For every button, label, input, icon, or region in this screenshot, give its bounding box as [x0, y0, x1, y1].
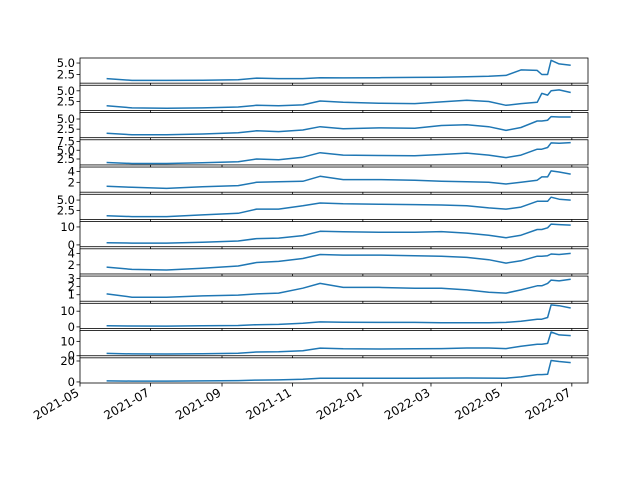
- panel-frame: [79, 357, 589, 384]
- panel-background: [80, 194, 588, 220]
- panel-8: 24: [68, 246, 589, 278]
- y-tick-label: 20: [60, 354, 75, 368]
- panel-10: 010: [60, 302, 589, 334]
- panel-2: 2.55.0: [57, 84, 589, 114]
- y-tick-label: 2.5: [57, 122, 75, 136]
- panel-7: 010: [60, 220, 589, 252]
- y-tick-label: 1: [68, 288, 75, 302]
- y-tick-label: 2: [68, 175, 75, 189]
- panel-5: 24: [68, 164, 589, 196]
- panel-12: 0 20: [60, 354, 589, 389]
- y-tick-label: 5.0: [57, 143, 75, 157]
- y-tick-label: 10: [60, 304, 75, 318]
- panel-background: [80, 357, 588, 383]
- panel-frame: [79, 84, 589, 111]
- y-tick-label: 3: [68, 272, 75, 286]
- y-tick-label: 5.0: [57, 56, 75, 70]
- y-tick-label: 0: [68, 375, 75, 389]
- y-tick-label: 4: [68, 246, 75, 260]
- y-tick-label: 10: [60, 220, 75, 234]
- series-line: [106, 304, 571, 327]
- panel-frame: [79, 248, 589, 275]
- series-line: [106, 331, 571, 355]
- panel-frame: [79, 193, 589, 220]
- series-line: [106, 89, 571, 110]
- series-line: [106, 196, 571, 218]
- panel-frame: [79, 112, 589, 139]
- panel-background: [80, 85, 588, 111]
- y-tick-label: 4: [68, 164, 75, 178]
- series-line: [106, 278, 571, 298]
- panel-4: 2.55.07.5: [57, 135, 589, 169]
- series-line: [106, 115, 571, 136]
- panel-1: 2.55.0: [57, 56, 589, 87]
- panel-frame: [79, 57, 589, 84]
- y-tick-label: 7.5: [57, 135, 75, 149]
- series-line: [106, 141, 571, 165]
- panel-background: [80, 330, 588, 356]
- y-tick-label: 2.5: [57, 203, 75, 217]
- y-tick-label: 2.5: [57, 67, 75, 81]
- y-tick-label: 2: [68, 258, 75, 272]
- panel-6: 2.55.0: [57, 193, 589, 223]
- y-tick-label: 2.5: [57, 152, 75, 166]
- panel-9: 123: [68, 272, 589, 305]
- series-line: [106, 170, 571, 190]
- panel-background: [80, 112, 588, 138]
- panel-11: 010: [60, 330, 589, 363]
- panel-background: [80, 303, 588, 329]
- panel-frame: [79, 166, 589, 193]
- series-line: [106, 59, 571, 82]
- panels-layer: 2.55.02.55.02.55.02.55.07.5242.55.001024…: [57, 56, 589, 389]
- panel-frame: [79, 302, 589, 329]
- panel-3: 2.55.0: [57, 112, 589, 142]
- panel-frame: [79, 275, 589, 302]
- series-line: [106, 223, 571, 244]
- y-tick-label: 5.0: [57, 112, 75, 126]
- series-line: [106, 359, 571, 382]
- y-tick-label: 10: [60, 334, 75, 348]
- y-tick-label: 5.0: [57, 84, 75, 98]
- y-tick-label: 2: [68, 280, 75, 294]
- y-tick-label: 0: [68, 238, 75, 252]
- panel-frame: [79, 330, 589, 357]
- series-line: [106, 252, 571, 271]
- y-tick-label: 0: [68, 349, 75, 363]
- y-tick-label: 0: [68, 320, 75, 334]
- y-tick-label: 2.5: [57, 94, 75, 108]
- y-tick-label: 5.0: [57, 193, 75, 207]
- panel-frame: [79, 139, 589, 166]
- panel-frame: [79, 221, 589, 248]
- panel-background: [80, 139, 588, 165]
- panel-background: [80, 58, 588, 84]
